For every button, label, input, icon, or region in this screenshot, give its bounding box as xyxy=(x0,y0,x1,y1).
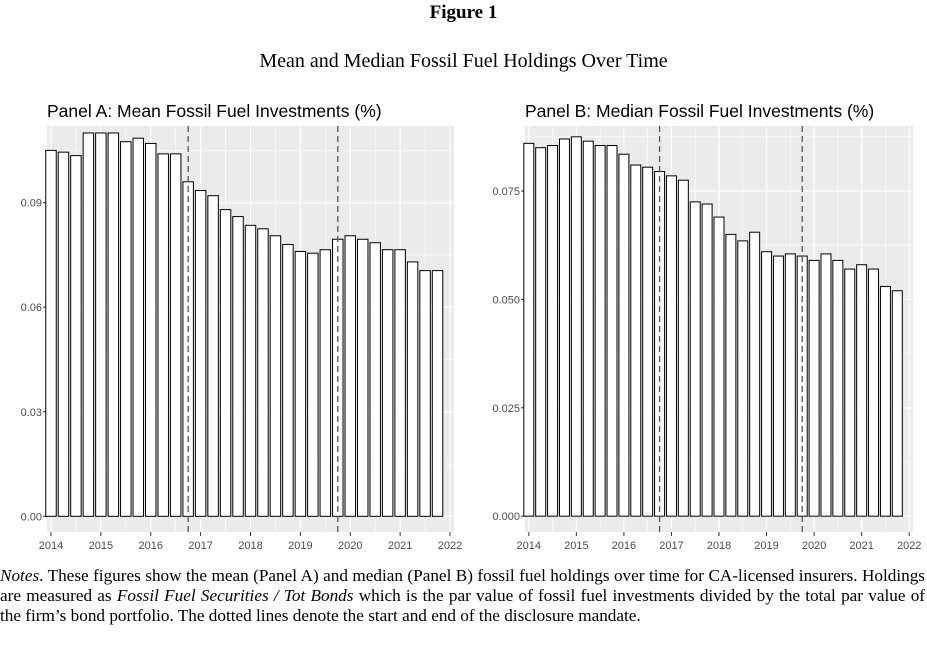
panel-a-bar xyxy=(132,137,145,517)
panel-b-bar xyxy=(891,290,903,517)
panel-a-x-tick-label: 2014 xyxy=(39,540,63,552)
panel-a-x-tick-label: 2019 xyxy=(288,540,312,552)
panel-a-bar xyxy=(70,155,82,517)
panel-a-bar xyxy=(319,249,332,517)
panel-a-bar xyxy=(356,238,369,517)
panel-a-x-tick-label: 2021 xyxy=(388,540,412,552)
panel-b-bar xyxy=(761,251,773,517)
panel-b-bar xyxy=(784,253,796,517)
panel-b-bar xyxy=(713,216,725,517)
panel-b-bar xyxy=(654,171,666,517)
panel-a-y-tick-label: 0.09 xyxy=(21,198,42,210)
panel-b-bar xyxy=(832,259,844,517)
panel-b-bar xyxy=(879,285,891,517)
figure-label: Figure 1 xyxy=(429,2,498,23)
notes-measure: Fossil Fuel Securities / Tot Bonds xyxy=(116,586,354,605)
notes-lead: Notes xyxy=(0,566,40,585)
panel-b-bar xyxy=(523,142,535,517)
panel-a-bar xyxy=(107,132,120,517)
panel-a-bar xyxy=(145,142,157,517)
panel-b-bar xyxy=(737,240,749,517)
panel-a-bar xyxy=(431,270,444,517)
panel-b-bar xyxy=(701,203,713,517)
panel-b-title: Panel B: Median Fossil Fuel Investments … xyxy=(525,101,874,121)
panel-b-bar xyxy=(772,255,784,517)
panel-a-bar xyxy=(169,153,182,517)
panel-b-bar xyxy=(618,153,630,517)
panel-a-bar xyxy=(232,216,244,517)
panel-b-y-tick-label: 0.025 xyxy=(492,403,520,415)
panel-a-bar xyxy=(344,235,356,517)
panel-b-bar xyxy=(558,138,570,517)
panel-b-x-tick-label: 2019 xyxy=(754,540,778,552)
panel-b-bar xyxy=(665,175,677,517)
panel-a-x-tick-label: 2015 xyxy=(89,540,113,552)
notes-text-2: which is the par value of fossil fuel in… xyxy=(0,586,926,625)
panel-b-x-tick-label: 2022 xyxy=(897,540,921,552)
panel-a-bar xyxy=(95,132,107,517)
panel-a-bar xyxy=(194,189,207,517)
panel-b-y-tick-label: 0.000 xyxy=(492,511,520,523)
panel-a-bar xyxy=(207,195,219,517)
panel-a-bar xyxy=(394,249,406,517)
panel-b-y-tick-label: 0.075 xyxy=(492,186,520,198)
panel-a-x-tick-label: 2017 xyxy=(188,540,212,552)
figure-title: Mean and Median Fossil Fuel Holdings Ove… xyxy=(259,50,668,72)
panel-b-bar xyxy=(535,147,547,517)
panel-a-bar xyxy=(82,132,95,517)
panel-b-y-tick-label: 0.050 xyxy=(492,294,520,306)
panel-a-bar xyxy=(219,209,232,517)
panel-b-bar xyxy=(630,164,642,517)
panel-a-x-tick-label: 2022 xyxy=(438,540,462,552)
panel-a-bar xyxy=(244,224,257,517)
panel-b-bar xyxy=(606,145,618,517)
panel-a-bar xyxy=(294,250,307,517)
panel-b-bar xyxy=(594,145,606,517)
panel-a-bar xyxy=(57,151,70,517)
panel-a-bar xyxy=(419,270,431,517)
panel-a-bar xyxy=(45,149,57,517)
panel-a-x-tick-label: 2020 xyxy=(338,540,362,552)
panel-a-y-tick-label: 0.03 xyxy=(21,407,42,419)
panel-b-x-tick-label: 2018 xyxy=(707,540,731,552)
panel-b-x-tick-label: 2020 xyxy=(802,540,826,552)
panel-b-x-tick-label: 2017 xyxy=(659,540,683,552)
panel-a-bar xyxy=(120,141,132,517)
panel-a-bar xyxy=(406,261,419,517)
panel-b-x-tick-label: 2021 xyxy=(849,540,873,552)
panel-a-bar xyxy=(269,235,282,517)
panel-b-bar xyxy=(547,145,559,517)
panel-b-bar xyxy=(749,231,761,517)
panel-b-bar xyxy=(582,140,594,517)
panel-b-bar xyxy=(868,268,880,517)
panel-b-chart: 0.000 0.025 0.050 0.075 2014 2015 2016 2017 2018… xyxy=(492,101,921,552)
panel-a-x-tick-label: 2018 xyxy=(238,540,262,552)
panel-b-bar xyxy=(642,166,654,517)
figure-notes: Notes. These figures show the mean (Pane… xyxy=(0,566,925,626)
panel-a-bar xyxy=(307,252,319,517)
panel-a-y-tick-label: 0.00 xyxy=(21,511,42,523)
panel-b-bar xyxy=(725,233,737,517)
panel-b-x-tick-label: 2014 xyxy=(517,540,541,552)
panel-a-title: Panel A: Mean Fossil Fuel Investments (%… xyxy=(47,101,382,121)
panel-b-bar xyxy=(677,179,689,517)
panel-b-bar xyxy=(808,259,820,517)
panel-a-x-tick-label: 2016 xyxy=(139,540,163,552)
panel-b-x-tick-label: 2015 xyxy=(564,540,588,552)
panel-b-bar xyxy=(689,201,701,517)
panel-b-bar xyxy=(820,253,832,517)
notes-text-1: . These figures show the mean (Panel A) … xyxy=(0,566,925,605)
panel-b-bar xyxy=(856,264,868,517)
panel-b-bar xyxy=(570,136,582,517)
panel-a-bar xyxy=(381,249,394,517)
panel-a-bar xyxy=(157,153,169,517)
panel-a-chart: 0.00 0.03 0.06 0.09 2014 2015 2016 2017 2018 2019… xyxy=(21,101,463,552)
panel-b-x-tick-label: 2016 xyxy=(612,540,636,552)
panel-a-y-tick-label: 0.06 xyxy=(21,302,42,314)
panel-a-bar xyxy=(257,228,269,517)
panel-b-bar xyxy=(844,268,856,517)
panel-a-bar xyxy=(282,243,294,517)
panel-a-bar xyxy=(369,242,381,517)
